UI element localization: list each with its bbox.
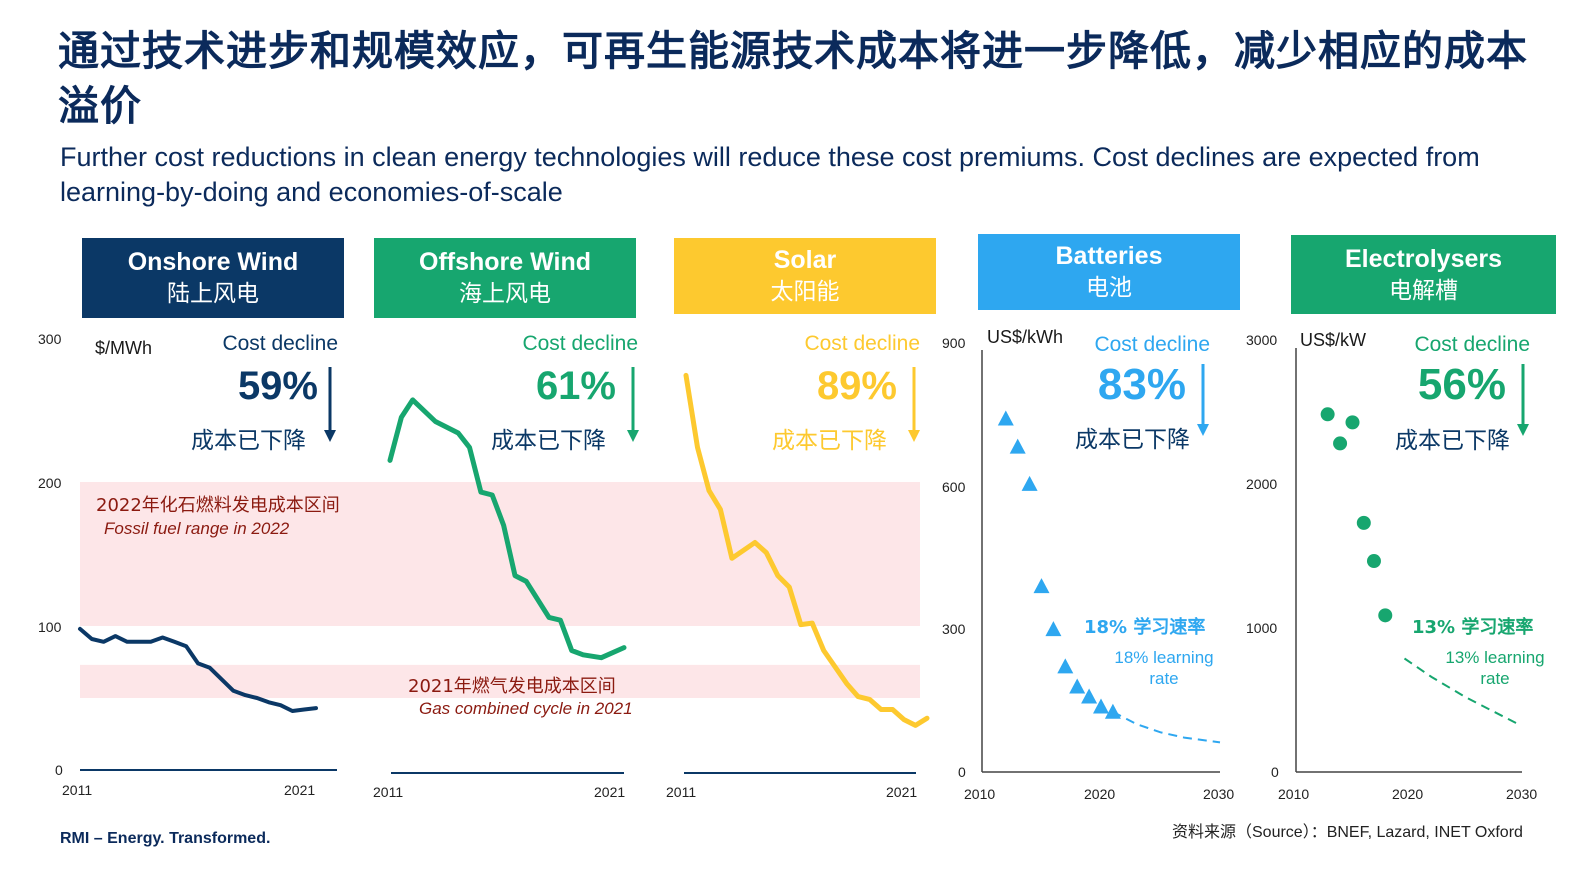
fossil-band-label-en: Fossil fuel range in 2022: [104, 519, 290, 538]
data-point-triangle: [1021, 475, 1038, 491]
cost-decline-value: 61%: [535, 364, 616, 408]
page-subtitle: Further cost reductions in clean energy …: [60, 142, 1480, 207]
gas-band-label-cn: 2021年燃气发电成本区间: [408, 676, 616, 697]
series-line: [78, 626, 318, 713]
fossil-band-label-cn: 2022年化石燃料发电成本区间: [96, 495, 340, 516]
data-point-triangle: [1045, 621, 1062, 637]
page-title: 通过技术进步和规模效应，可再生能源技术成本将进一步降低，减少相应的成本溢价: [58, 27, 1528, 130]
x-tick: 2030: [1203, 786, 1235, 802]
y-unit: US$/kWh: [987, 327, 1064, 347]
header-title: Batteries: [1055, 242, 1163, 270]
header-title-cn: 电池: [1086, 275, 1132, 301]
cost-decline-label: Cost decline: [522, 332, 638, 355]
cost-decline-arrow-head: [324, 430, 336, 442]
x-tick: 2030: [1506, 786, 1538, 802]
y-tick: 300: [38, 331, 62, 347]
x-tick: 2011: [666, 784, 697, 800]
series-line: [387, 397, 627, 661]
data-point-triangle: [1069, 678, 1086, 694]
y-tick: 600: [942, 479, 966, 495]
x-tick: 2021: [594, 784, 626, 800]
cost-decline-value: 59%: [237, 364, 318, 408]
learning-rate-en: 13% learning rate: [1445, 648, 1545, 688]
y-tick: 2000: [1246, 476, 1278, 492]
footer-brand: RMI – Energy. Transformed.: [60, 830, 271, 847]
x-tick: 2020: [1084, 786, 1116, 802]
cost-decline-cn: 成本已下降: [191, 428, 306, 454]
y-unit: US$/kW: [1300, 330, 1367, 350]
cost-decline-value: 56%: [1417, 360, 1506, 409]
y-tick: 100: [38, 619, 62, 635]
header-title-cn: 海上风电: [459, 281, 551, 307]
cost-decline-label: Cost decline: [1414, 333, 1530, 356]
learning-rate-cn: 18% 学习速率: [1084, 617, 1206, 638]
y-unit: $/MWh: [95, 338, 153, 358]
x-tick: 2021: [886, 784, 918, 800]
header-title: Electrolysers: [1344, 244, 1503, 273]
series-line: [683, 372, 930, 728]
data-point-circle: [1378, 608, 1393, 623]
y-tick: 200: [38, 475, 62, 491]
data-point-circle: [1366, 554, 1381, 569]
cost-decline-cn: 成本已下降: [491, 428, 606, 454]
x-tick: 2010: [964, 786, 996, 802]
cost-decline-arrow-head: [1517, 424, 1529, 436]
x-tick: 2010: [1278, 786, 1310, 802]
data-point-circle: [1333, 436, 1348, 451]
cost-decline-arrow-head: [1197, 424, 1209, 436]
footer-source: 资料来源（Source）：BNEF, Lazard, INET Oxford: [1172, 824, 1523, 841]
data-point-circle: [1320, 407, 1335, 422]
header-title-cn: 太阳能: [770, 279, 840, 305]
y-tick: 3000: [1246, 332, 1278, 348]
y-tick: 0: [55, 762, 63, 778]
cost-decline-label: Cost decline: [804, 332, 920, 355]
header-electrolysers: Electrolysers 电解槽: [1291, 235, 1556, 314]
cost-decline-label: Cost decline: [222, 332, 338, 355]
data-point-triangle: [1093, 698, 1109, 714]
data-point-triangle: [1104, 703, 1121, 719]
learning-rate-en: 18% learning rate: [1114, 648, 1214, 688]
x-tick: 2011: [373, 784, 404, 800]
projection-line: [1403, 657, 1518, 725]
x-tick: 2011: [62, 782, 93, 798]
header-title-cn: 电解槽: [1389, 277, 1458, 304]
cost-decline-arrow-head: [908, 430, 920, 442]
header-batteries: Batteries 电池: [978, 234, 1240, 310]
cost-decline-value: 89%: [816, 364, 897, 408]
y-tick: 1000: [1246, 620, 1278, 636]
header-title: Offshore Wind: [419, 248, 591, 276]
cost-decline-arrow-head: [627, 430, 639, 442]
header-onshore-wind: Onshore Wind 陆上风电: [82, 238, 344, 318]
y-tick: 0: [958, 764, 966, 780]
data-point-triangle: [1081, 688, 1098, 704]
data-point-circle: [1345, 415, 1360, 430]
y-tick: 0: [1271, 764, 1279, 780]
cost-decline-cn: 成本已下降: [1395, 428, 1510, 454]
projection-line: [1112, 710, 1221, 744]
y-tick: 900: [942, 335, 966, 351]
x-tick: 2021: [284, 782, 316, 798]
data-point-triangle: [997, 410, 1014, 426]
gas-band-label-en: Gas combined cycle in 2021: [419, 699, 633, 718]
data-point-triangle: [1009, 438, 1026, 454]
header-title-cn: 陆上风电: [167, 281, 259, 307]
y-tick: 300: [942, 621, 966, 637]
header-title: Onshore Wind: [127, 248, 299, 276]
header-offshore-wind: Offshore Wind 海上风电: [374, 238, 636, 318]
cost-decline-value: 83%: [1097, 360, 1186, 409]
gas-cost-band: [80, 664, 920, 698]
header-solar: Solar 太阳能: [674, 238, 936, 314]
data-point-triangle: [1057, 658, 1074, 674]
data-point-circle: [1356, 515, 1371, 530]
header-title: Solar: [773, 246, 837, 274]
cost-decline-cn: 成本已下降: [1075, 427, 1190, 453]
data-point-triangle: [1033, 578, 1050, 594]
fossil-cost-band: [80, 482, 920, 626]
x-tick: 2020: [1392, 786, 1424, 802]
cost-decline-label: Cost decline: [1094, 333, 1210, 356]
cost-decline-cn: 成本已下降: [772, 428, 887, 454]
learning-rate-cn: 13% 学习速率: [1412, 617, 1534, 638]
